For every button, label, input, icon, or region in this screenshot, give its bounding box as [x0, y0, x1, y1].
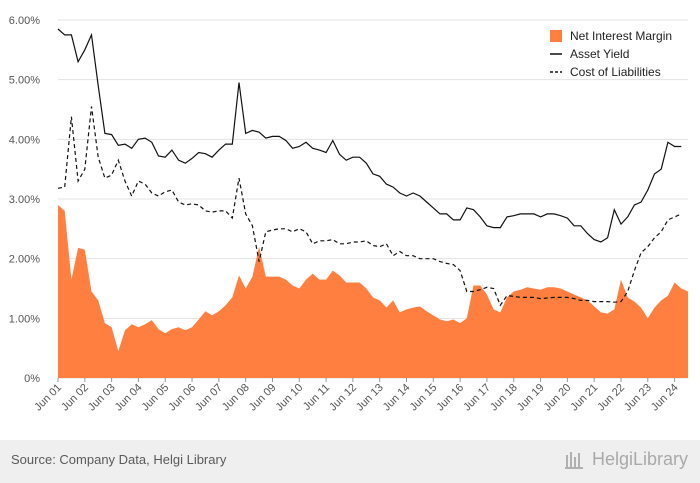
x-tick-label: Jun 07: [193, 382, 225, 414]
x-tick-label: Jun 17: [461, 382, 493, 414]
y-tick-label: 6.00%: [9, 15, 40, 27]
x-tick-label: Jun 01: [32, 382, 64, 414]
x-tick-label: Jun 05: [140, 382, 172, 414]
legend-label: Net Interest Margin: [570, 29, 672, 43]
x-tick-label: Jun 04: [113, 382, 145, 414]
x-tick-label: Jun 20: [542, 382, 574, 414]
grid-layer: [58, 19, 688, 379]
y-tick-label: 4.00%: [9, 134, 40, 146]
x-tick-label: Jun 24: [649, 382, 681, 414]
x-tick-label: Jun 16: [434, 382, 466, 414]
library-icon: [564, 452, 583, 469]
asset-yield-line: [57, 28, 682, 243]
x-tick-label: Jun 06: [166, 382, 198, 414]
y-tick-label: 0%: [24, 373, 40, 385]
x-tick-label: Jun 11: [301, 382, 332, 413]
y-tick-label: 3.00%: [9, 194, 40, 206]
x-tick-label: Jun 08: [220, 382, 252, 414]
footer: Source: Company Data, Helgi Library Helg…: [0, 440, 700, 483]
chart-svg: 0%1.00%2.00%3.00%4.00%5.00%6.00%Jun 01Ju…: [9, 15, 688, 414]
source-text: Source: Company Data, Helgi Library: [11, 452, 227, 467]
brand-logo[interactable]: HelgiLibrary: [564, 448, 688, 470]
legend-swatch-nim: [550, 30, 562, 42]
x-tick-label: Jun 12: [327, 382, 359, 414]
legend-label: Cost of Liabilities: [570, 65, 661, 79]
x-tick-label: Jun 18: [488, 382, 520, 414]
x-tick-label: Jun 22: [595, 382, 627, 414]
x-tick-label: Jun 23: [622, 382, 654, 414]
legend: Net Interest Margin Asset Yield Cost of Li…: [550, 29, 672, 79]
x-tick-label: Jun 10: [274, 382, 306, 414]
brand-text: HelgiLibrary: [591, 448, 688, 469]
x-tick-label: Jun 21: [568, 382, 600, 414]
y-tick-label: 1.00%: [9, 313, 40, 325]
y-tick-label: 5.00%: [9, 75, 40, 87]
cost-of-liabilities-line: [57, 106, 682, 307]
y-tick-label: 2.00%: [9, 254, 40, 266]
x-tick-label: Jun 03: [86, 382, 118, 414]
nim-area-series: [58, 205, 688, 378]
x-tick-label: Jun 02: [59, 382, 91, 414]
x-tick-label: Jun 15: [408, 382, 440, 414]
legend-label: Asset Yield: [570, 47, 629, 61]
x-tick-label: Jun 13: [354, 382, 386, 414]
x-tick-label: Jun 14: [381, 382, 413, 414]
x-tick-label: Jun 19: [515, 382, 547, 414]
series-layer: [57, 28, 688, 378]
x-tick-label: Jun 09: [247, 382, 279, 414]
